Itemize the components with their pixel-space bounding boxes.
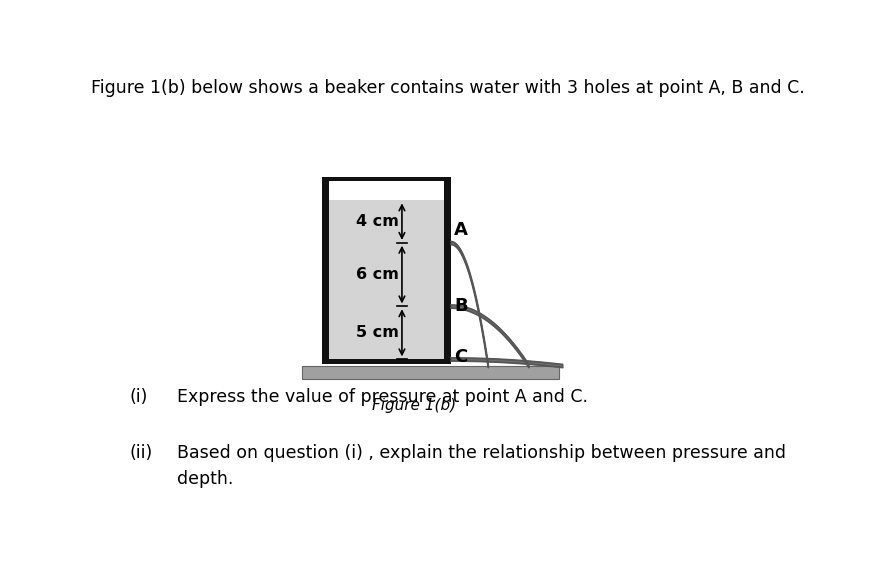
Text: (i): (i) [129, 388, 148, 406]
Text: A: A [454, 221, 468, 240]
Bar [322, 359, 450, 364]
Bar [444, 176, 450, 364]
Bar [322, 176, 329, 364]
Text: B: B [454, 297, 468, 315]
Text: depth.: depth. [177, 470, 233, 488]
Text: C: C [454, 348, 467, 366]
Text: 5 cm: 5 cm [355, 325, 399, 340]
Bar [302, 366, 559, 379]
Text: Figure 1(b) below shows a beaker contains water with 3 holes at point A, B and C: Figure 1(b) below shows a beaker contain… [91, 79, 804, 97]
Text: 6 cm: 6 cm [355, 267, 399, 282]
Text: Figure 1(b): Figure 1(b) [372, 398, 456, 414]
Text: 4 cm: 4 cm [355, 214, 399, 229]
Text: (ii): (ii) [129, 444, 153, 462]
Text: Based on question (i) , explain the relationship between pressure and: Based on question (i) , explain the rela… [177, 444, 786, 462]
Bar [329, 201, 444, 359]
Text: Express the value of pressure at point A and C.: Express the value of pressure at point A… [177, 388, 588, 406]
Bar [329, 181, 444, 201]
Bar [322, 176, 450, 181]
